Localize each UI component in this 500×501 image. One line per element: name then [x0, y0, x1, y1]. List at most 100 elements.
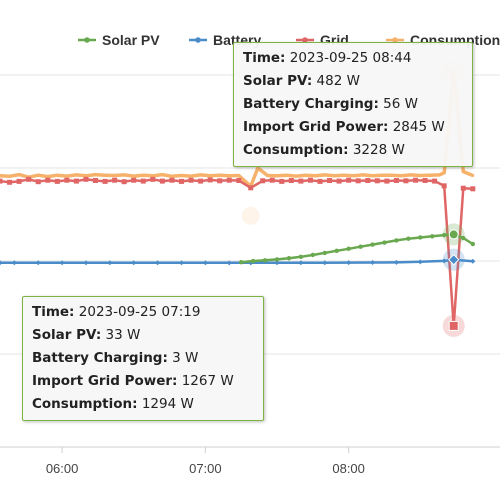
data-point[interactable]	[358, 244, 363, 249]
legend-item-solar-pv[interactable]: Solar PV	[78, 32, 160, 48]
data-point[interactable]	[298, 254, 304, 259]
data-point[interactable]	[189, 174, 193, 178]
data-point[interactable]	[238, 259, 244, 265]
data-point[interactable]	[250, 258, 256, 264]
data-point[interactable]	[7, 179, 13, 185]
data-point[interactable]	[141, 173, 145, 177]
data-point[interactable]	[155, 260, 161, 266]
data-point[interactable]	[0, 174, 2, 178]
data-point[interactable]	[417, 259, 423, 265]
data-point[interactable]	[432, 178, 438, 184]
data-point[interactable]	[260, 178, 266, 184]
data-point[interactable]	[46, 175, 50, 179]
data-point[interactable]	[188, 177, 194, 183]
data-point[interactable]	[418, 235, 423, 240]
data-point[interactable]	[323, 173, 327, 177]
data-point[interactable]	[207, 177, 213, 183]
data-point[interactable]	[346, 260, 352, 266]
data-point[interactable]	[103, 173, 107, 177]
data-point[interactable]	[310, 252, 316, 258]
data-point[interactable]	[399, 174, 403, 178]
data-point[interactable]	[169, 177, 175, 183]
data-point[interactable]	[390, 173, 394, 177]
data-point[interactable]	[336, 178, 342, 184]
data-point[interactable]	[365, 178, 371, 184]
data-point[interactable]	[355, 178, 361, 184]
data-point[interactable]	[346, 246, 351, 251]
data-point[interactable]	[179, 173, 183, 177]
data-point[interactable]	[461, 235, 466, 241]
data-point[interactable]	[322, 250, 327, 256]
data-point[interactable]	[262, 258, 268, 263]
data-point[interactable]	[11, 260, 17, 266]
data-point[interactable]	[437, 173, 441, 177]
data-point[interactable]	[298, 178, 304, 184]
data-point[interactable]	[35, 260, 41, 266]
data-point[interactable]	[313, 174, 317, 178]
data-point[interactable]	[35, 179, 41, 185]
data-point[interactable]	[393, 259, 399, 265]
data-point[interactable]	[342, 173, 346, 177]
data-point[interactable]	[178, 178, 184, 184]
data-point[interactable]	[16, 178, 22, 184]
data-point[interactable]	[59, 260, 65, 266]
data-point[interactable]	[394, 238, 399, 243]
data-point[interactable]	[346, 177, 352, 183]
data-point[interactable]	[178, 260, 184, 266]
data-point[interactable]	[322, 260, 328, 266]
data-point[interactable]	[285, 173, 289, 177]
data-point[interactable]	[334, 248, 339, 254]
data-point[interactable]	[94, 173, 98, 177]
data-point[interactable]	[170, 174, 174, 178]
data-point[interactable]	[102, 178, 108, 184]
data-point[interactable]	[64, 177, 70, 183]
data-point[interactable]	[441, 183, 447, 189]
data-point[interactable]	[55, 173, 59, 177]
data-point[interactable]	[83, 176, 89, 182]
data-point[interactable]	[226, 260, 232, 266]
data-point[interactable]	[470, 186, 476, 192]
data-point[interactable]	[275, 174, 279, 178]
data-point[interactable]	[256, 166, 260, 170]
data-point[interactable]	[122, 173, 126, 177]
data-point[interactable]	[237, 173, 241, 177]
data-point[interactable]	[279, 178, 285, 184]
data-point[interactable]	[93, 178, 99, 184]
data-point[interactable]	[288, 178, 294, 184]
data-point[interactable]	[371, 174, 375, 178]
data-point[interactable]	[159, 178, 165, 184]
data-point[interactable]	[382, 240, 387, 245]
data-point[interactable]	[460, 185, 466, 191]
data-point[interactable]	[351, 174, 355, 178]
data-point[interactable]	[17, 173, 21, 177]
data-point[interactable]	[406, 236, 411, 241]
data-point[interactable]	[430, 234, 435, 239]
data-point[interactable]	[461, 170, 465, 174]
data-point[interactable]	[327, 178, 333, 184]
data-point[interactable]	[198, 178, 204, 184]
data-point[interactable]	[304, 173, 308, 177]
data-point[interactable]	[217, 178, 223, 184]
data-point[interactable]	[413, 177, 419, 183]
data-point[interactable]	[150, 176, 156, 182]
data-point[interactable]	[265, 173, 269, 177]
data-point[interactable]	[374, 178, 380, 184]
data-point[interactable]	[418, 173, 422, 177]
data-point[interactable]	[294, 174, 298, 178]
data-point[interactable]	[332, 174, 336, 178]
data-point[interactable]	[286, 256, 292, 261]
data-point[interactable]	[441, 258, 447, 264]
data-point[interactable]	[227, 174, 231, 178]
data-point[interactable]	[361, 173, 365, 177]
data-point[interactable]	[0, 260, 3, 266]
data-point[interactable]	[317, 178, 323, 184]
data-point[interactable]	[248, 185, 254, 191]
data-point[interactable]	[113, 173, 117, 177]
data-point[interactable]	[131, 177, 137, 183]
data-point[interactable]	[132, 174, 136, 178]
data-point[interactable]	[384, 178, 390, 184]
data-point[interactable]	[36, 173, 40, 177]
data-point[interactable]	[140, 178, 146, 184]
data-point[interactable]	[307, 177, 313, 183]
data-point[interactable]	[380, 173, 384, 177]
